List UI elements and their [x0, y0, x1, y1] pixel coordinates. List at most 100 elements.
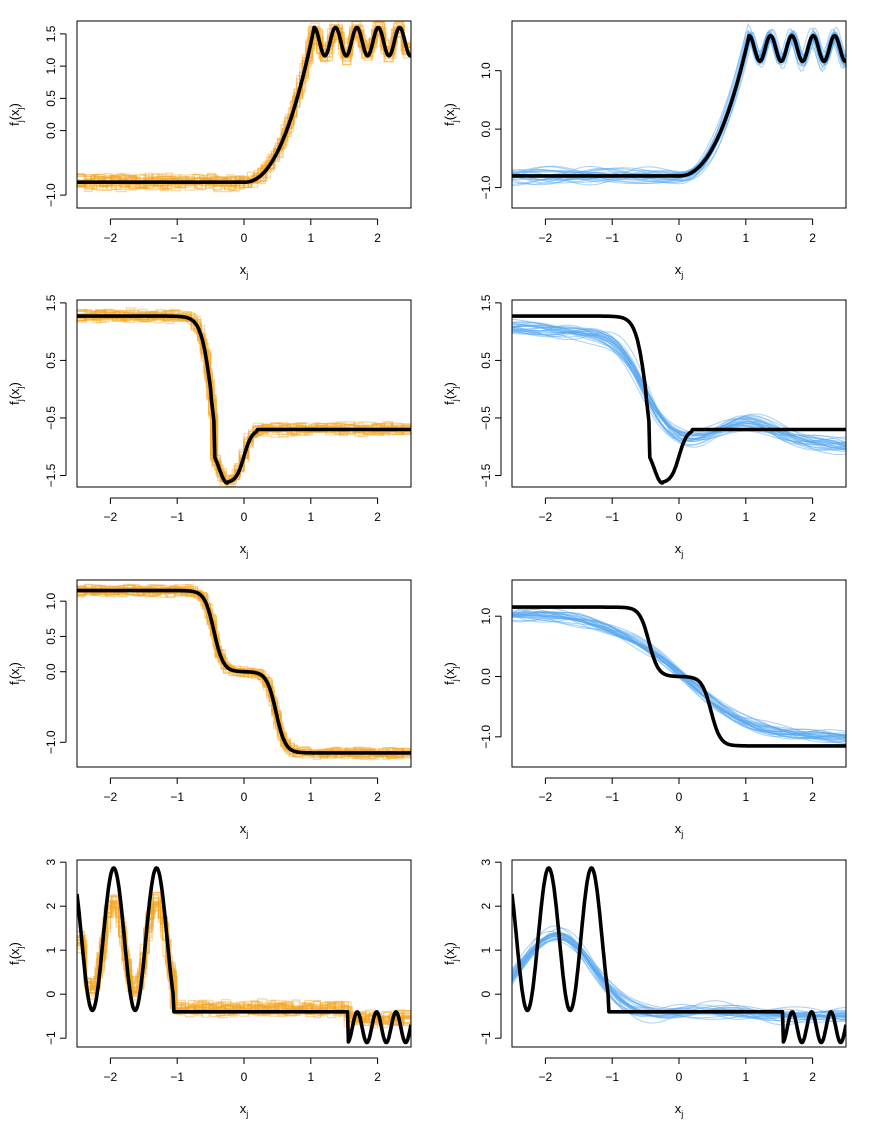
- y-tick-label: 3: [479, 859, 493, 866]
- ensemble-curve: [512, 323, 846, 445]
- x-tick-label: −2: [539, 790, 553, 804]
- y-axis-label-part: ): [442, 382, 457, 386]
- y-axis-label-subscript: j: [450, 386, 460, 389]
- x-tick-label: 0: [241, 790, 248, 804]
- y-axis-label-part: f: [442, 122, 457, 126]
- ensemble-curve: [77, 31, 411, 193]
- x-tick-label: −1: [605, 510, 619, 524]
- ensemble-curve: [512, 30, 846, 181]
- y-tick-label: 0.0: [44, 663, 58, 680]
- ensemble-curve: [77, 26, 411, 189]
- x-tick-label: −2: [104, 510, 118, 524]
- x-tick-label: −2: [104, 231, 118, 245]
- y-tick-label: −1: [44, 1031, 58, 1045]
- ensemble-curve: [77, 586, 411, 758]
- ensemble-curve: [512, 29, 846, 184]
- ensemble-curve: [512, 615, 846, 737]
- y-tick-label: 1.0: [44, 593, 58, 610]
- y-axis-label-part: f: [7, 961, 22, 965]
- x-tick-label: −2: [539, 1070, 553, 1084]
- y-axis-label-part: f: [442, 401, 457, 405]
- y-axis-label-subscript: j: [450, 959, 460, 962]
- y-tick-label: 1.5: [479, 294, 493, 311]
- ensemble-curve: [77, 24, 411, 185]
- y-axis-label-subscript: j: [450, 107, 460, 110]
- y-tick-label: −1.0: [44, 730, 58, 754]
- y-axis-label-part: ): [442, 942, 457, 946]
- x-axis-label: xj: [240, 541, 249, 559]
- ensemble-curve: [77, 21, 411, 187]
- x-tick-label: 1: [742, 790, 749, 804]
- y-tick-label: 0.0: [479, 120, 493, 137]
- y-axis-label: fj(xj): [442, 382, 460, 405]
- ensemble-curve: [512, 30, 846, 179]
- y-axis-label: fj(xj): [7, 942, 25, 965]
- y-axis-label-subscript: j: [450, 120, 460, 123]
- ensemble-curve: [77, 903, 411, 1025]
- x-tick-label: 2: [809, 510, 816, 524]
- ensemble-curve: [512, 324, 846, 448]
- x-tick-label: 1: [742, 1070, 749, 1084]
- x-tick-label: 0: [241, 231, 248, 245]
- true-function-line: [512, 33, 846, 178]
- x-tick-label: 2: [809, 790, 816, 804]
- ensemble-curve: [512, 29, 846, 186]
- y-axis-label-part: (x: [7, 948, 22, 959]
- y-tick-label: 0.5: [44, 90, 58, 107]
- y-tick-label: 1.5: [44, 294, 58, 311]
- ensemble-curve: [77, 313, 411, 487]
- x-axis-label-subscript: j: [245, 270, 248, 280]
- ensemble-curve: [77, 590, 411, 760]
- y-axis-label-subscript: j: [15, 120, 25, 123]
- y-axis-label-part: (x: [7, 388, 22, 399]
- ensemble-curve: [77, 585, 411, 756]
- y-tick-label: 0.0: [44, 122, 58, 139]
- y-axis-label-part: (x: [442, 948, 457, 959]
- plot-frame: [76, 579, 412, 768]
- y-axis-label-subscript: j: [15, 399, 25, 402]
- true-function-line: [77, 866, 411, 1045]
- x-tick-label: 2: [809, 1070, 816, 1084]
- x-axis-label-subscript: j: [245, 1109, 248, 1119]
- plot-frame: [511, 299, 847, 488]
- y-axis-label-part: (x: [7, 109, 22, 120]
- ensemble-curve: [77, 901, 411, 1029]
- y-axis-label-subscript: j: [15, 107, 25, 110]
- y-tick-label: −1: [479, 1031, 493, 1045]
- x-tick-label: −2: [539, 231, 553, 245]
- ensemble-curve: [512, 612, 846, 743]
- x-axis-label: xj: [240, 1101, 249, 1119]
- x-tick-label: 2: [809, 231, 816, 245]
- y-tick-label: 3: [44, 859, 58, 866]
- ensemble-curve: [77, 311, 411, 482]
- y-axis-label: fj(xj): [7, 382, 25, 405]
- ensemble-curve: [512, 330, 846, 441]
- y-tick-label: 0: [479, 991, 493, 998]
- ensemble-curve: [77, 311, 411, 480]
- y-axis-label-part: (x: [442, 388, 457, 399]
- ensemble-curve: [77, 26, 411, 192]
- y-axis-label-part: (x: [442, 109, 457, 120]
- ensemble-curve: [512, 611, 846, 743]
- x-tick-label: −1: [170, 510, 184, 524]
- y-tick-label: 2: [479, 903, 493, 910]
- ensemble-curve: [77, 895, 411, 1022]
- ensemble-curve: [77, 584, 411, 755]
- ensemble-curve: [512, 327, 846, 451]
- x-tick-label: 1: [742, 231, 749, 245]
- y-tick-label: 1: [44, 947, 58, 954]
- y-axis-label-subscript: j: [15, 666, 25, 669]
- y-axis-label-part: ): [7, 942, 22, 946]
- y-tick-label: 1.5: [44, 25, 58, 42]
- x-axis-label-subscript: j: [245, 549, 248, 559]
- plot-frame: [76, 299, 412, 488]
- x-tick-label: 1: [307, 510, 314, 524]
- y-axis-label-subscript: j: [450, 399, 460, 402]
- y-axis-label-subscript: j: [15, 959, 25, 962]
- x-axis-label: xj: [675, 541, 684, 559]
